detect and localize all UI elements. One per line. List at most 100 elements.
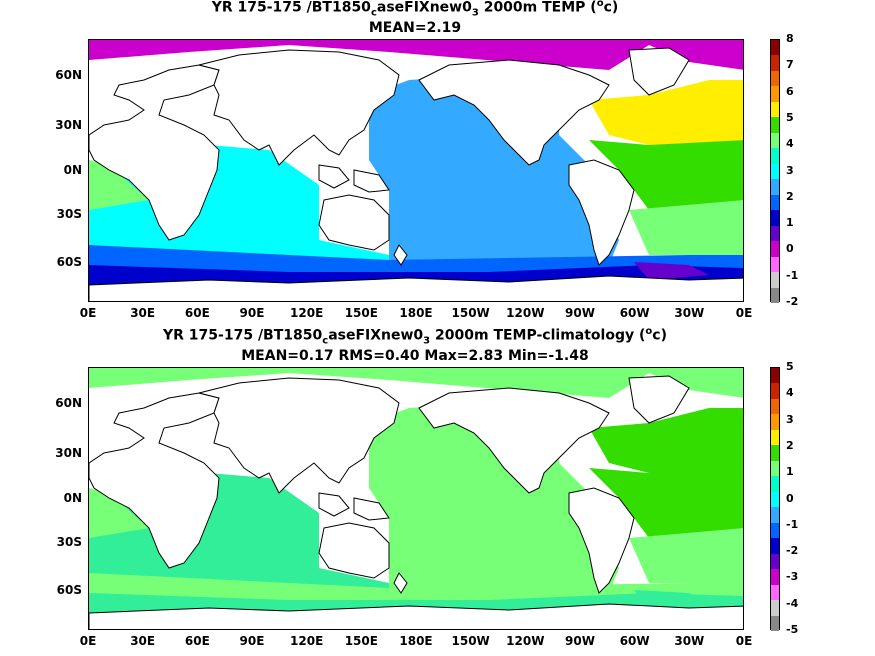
panel2-map (88, 367, 744, 630)
colorbar-label: 4 (786, 137, 794, 151)
lat-label: 60S (56, 254, 82, 269)
lon-label: 180E (399, 634, 433, 648)
colorbar-swatch (771, 86, 779, 102)
panel1-stats: MEAN=2.19 (368, 20, 462, 36)
landmass-7 (628, 375, 690, 424)
colorbar-swatch (771, 553, 779, 570)
panel2-title: YR 175-175 /BT1850caseFIXnew03 2000m TEM… (163, 326, 667, 347)
colorbar-swatch (771, 584, 779, 601)
lon-label: 30E (130, 306, 156, 320)
colorbar-swatch (771, 210, 779, 226)
lon-label: 90E (239, 634, 265, 648)
lon-label: 120E (290, 634, 324, 648)
lon-label: 60E (184, 306, 210, 320)
arctic-ocean (89, 40, 743, 70)
colorbar-label: -1 (786, 268, 799, 282)
landmass-4 (318, 522, 390, 579)
lon-label: 0E (735, 634, 753, 648)
landmass-2 (318, 164, 350, 189)
lon-label: 0E (79, 306, 97, 320)
colorbar-swatch (771, 538, 779, 554)
lon-label: 30E (130, 634, 156, 648)
colorbar-swatch (771, 476, 779, 492)
colorbar-swatch (771, 70, 779, 87)
landmass-7 (628, 47, 690, 96)
colorbar-label: -2 (786, 544, 799, 558)
lon-label: 150E (344, 306, 378, 320)
lat-label: 30S (56, 207, 82, 222)
landmass-6 (418, 59, 610, 166)
colorbar-label: -1 (786, 517, 799, 531)
colorbar-swatch (771, 414, 779, 430)
lon-label: 30W (674, 306, 705, 320)
colorbar-swatch (771, 287, 779, 303)
colorbar-label: 2 (786, 438, 794, 452)
landmass-6 (418, 387, 610, 494)
panel2-colorbar (770, 367, 780, 631)
colorbar-swatch (771, 569, 779, 585)
colorbar-swatch (771, 368, 779, 384)
lon-label: 0E (735, 306, 753, 320)
lon-label: 120E (290, 306, 324, 320)
colorbar-swatch (771, 241, 779, 257)
lon-label: 90W (565, 634, 595, 648)
colorbar-label: 3 (786, 412, 794, 426)
colorbar-label: 3 (786, 163, 794, 177)
colorbar-swatch (771, 600, 779, 616)
lon-label: 150E (344, 634, 378, 648)
lon-label: 120W (506, 306, 545, 320)
weddell-sea (634, 590, 709, 608)
panel1-map (88, 39, 744, 302)
lat-label: 0N (63, 162, 82, 177)
colorbar-swatch (771, 383, 779, 399)
colorbar-swatch (771, 194, 779, 211)
colorbar-swatch (771, 445, 779, 461)
colorbar-label: 8 (786, 32, 794, 45)
colorbar-label: 6 (786, 84, 794, 98)
colorbar-swatch (771, 163, 779, 180)
colorbar-swatch (771, 132, 779, 149)
colorbar-label: 7 (786, 58, 794, 72)
north-atlantic (589, 80, 743, 150)
colorbar-label: 1 (786, 465, 794, 479)
colorbar-swatch (771, 256, 779, 273)
panel2-stats: MEAN=0.17 RMS=0.40 Max=2.83 Min=-1.48 (241, 348, 589, 364)
lon-label: 150W (451, 634, 490, 648)
colorbar-swatch (771, 398, 779, 415)
lon-label: 120W (506, 634, 545, 648)
colorbar-label: -5 (786, 623, 799, 636)
map-canvas (89, 368, 743, 629)
colorbar-swatch (771, 491, 779, 508)
colorbar-swatch (771, 101, 779, 118)
colorbar-label: -3 (786, 570, 799, 584)
landmass-4 (318, 194, 390, 251)
landmass-3 (353, 497, 390, 521)
colorbar-label: 4 (786, 386, 794, 400)
lon-label: 30W (674, 634, 705, 648)
south-atlantic (629, 528, 743, 583)
colorbar-swatch (771, 507, 779, 523)
landmass-8 (568, 159, 635, 266)
lat-label: 0N (63, 490, 82, 505)
colorbar-swatch (771, 272, 779, 288)
lat-label: 30N (55, 445, 82, 460)
colorbar-label: 5 (786, 360, 794, 373)
map-canvas (89, 40, 743, 301)
landmass-3 (353, 169, 390, 193)
lat-label: 30S (56, 535, 82, 550)
colorbar-label: 0 (786, 491, 794, 505)
colorbar-swatch (771, 179, 779, 195)
colorbar-label: 5 (786, 110, 794, 124)
lon-label: 90W (565, 306, 595, 320)
landmass-9 (89, 275, 743, 301)
colorbar-label: -4 (786, 596, 799, 610)
lat-label: 60S (56, 582, 82, 597)
colorbar-label: 0 (786, 242, 794, 256)
colorbar-swatch (771, 148, 779, 164)
colorbar-swatch (771, 522, 779, 539)
north-atlantic (589, 408, 743, 478)
colorbar-swatch (771, 55, 779, 71)
colorbar-label: -2 (786, 295, 799, 308)
lat-label: 60N (55, 395, 82, 410)
landmass-1 (198, 377, 400, 494)
